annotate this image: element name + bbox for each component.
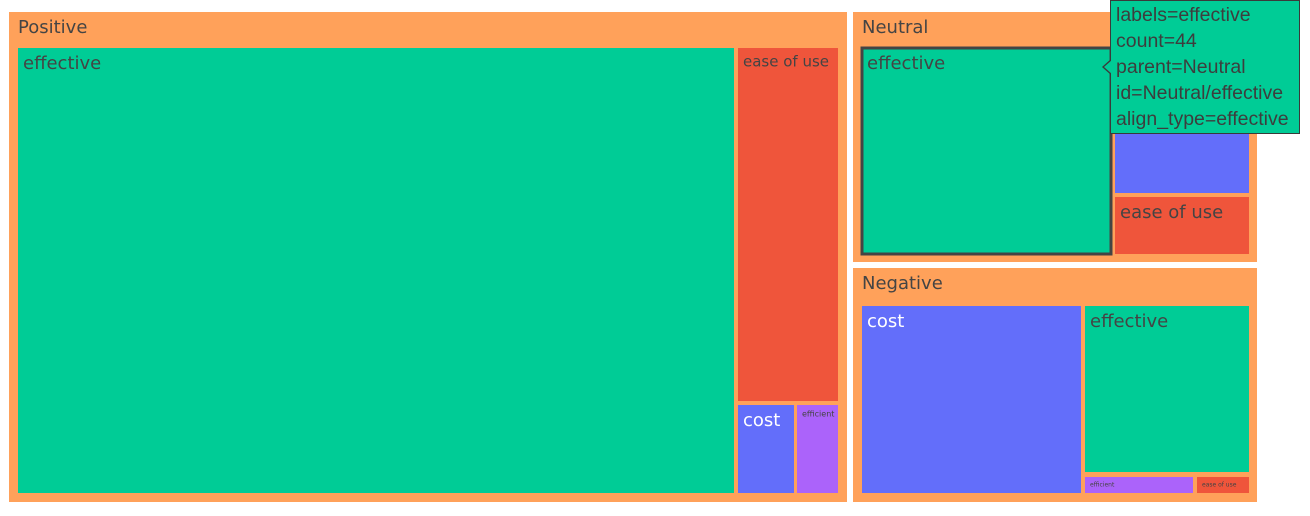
tooltip-parent-line: parent=Neutral [1116, 56, 1246, 78]
treemap-tile-label-neutral-effective: effective [867, 53, 945, 74]
treemap-tile-label-negative-cost: cost [867, 311, 904, 332]
treemap-tile-label-positive-ease-of-use: ease of use [743, 52, 829, 70]
treemap-parent-label-negative: Negative [862, 273, 943, 294]
treemap-tile-label-positive-efficient: efficient [802, 410, 834, 419]
treemap-tile-negative-cost[interactable] [862, 306, 1081, 493]
treemap-tile-positive-ease-of-use[interactable] [738, 48, 838, 401]
hover-tooltip: labels=effective count=44 parent=Neutral… [1102, 0, 1300, 134]
treemap-tile-positive-cost[interactable] [738, 405, 794, 493]
treemap-tile-label-positive-cost: cost [743, 410, 780, 431]
tooltip-count-line: count=44 [1116, 30, 1197, 52]
treemap-tile-label-negative-ease-of-use: ease of use [1202, 482, 1237, 489]
treemap-tile-neutral-ease-of-use[interactable] [1115, 197, 1249, 254]
tooltip-id-line: id=Neutral/effective [1116, 82, 1284, 104]
treemap-parent-label-neutral: Neutral [862, 17, 928, 38]
treemap-parent-label-positive: Positive [18, 17, 87, 38]
treemap-tile-negative-efficient[interactable] [1085, 477, 1193, 493]
treemap-tile-label-negative-efficient: efficient [1090, 482, 1115, 489]
treemap-tile-positive-efficient[interactable] [797, 405, 838, 493]
treemap-tile-negative-effective[interactable] [1085, 306, 1249, 472]
tooltip-labels-line: labels=effective [1116, 4, 1251, 26]
tooltip-pointer-fill [1104, 60, 1112, 74]
treemap-tile-label-negative-effective: effective [1090, 311, 1168, 332]
treemap-tile-positive-effective[interactable] [18, 48, 734, 493]
treemap-tile-label-neutral-ease-of-use: ease of use [1120, 202, 1223, 223]
treemap-tile-label-positive-effective: effective [23, 53, 101, 74]
treemap-tile-negative-ease-of-use[interactable] [1197, 477, 1249, 493]
tooltip-align-type-line: align_type=effective [1116, 108, 1289, 130]
treemap-tile-neutral-effective[interactable] [860, 46, 1113, 256]
